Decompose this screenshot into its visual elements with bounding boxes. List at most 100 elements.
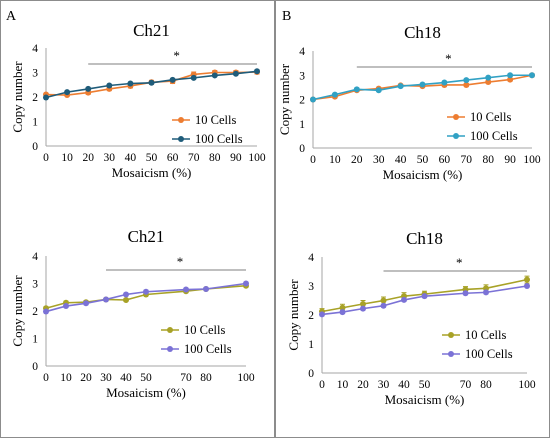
x-tick-label: 0 xyxy=(43,152,49,164)
x-tick-label: 40 xyxy=(395,154,407,166)
data-point xyxy=(103,296,109,303)
series-100-cells xyxy=(319,283,530,318)
y-tick-label: 4 xyxy=(32,251,38,263)
data-point xyxy=(64,89,71,96)
y-tick-label: 0 xyxy=(32,361,38,373)
significance-star: * xyxy=(177,254,184,269)
legend-label: 100 Cells xyxy=(465,347,513,361)
x-tick-label: 70 xyxy=(460,379,472,391)
data-point xyxy=(190,74,197,81)
data-point xyxy=(211,72,218,79)
data-point xyxy=(243,280,249,287)
data-point xyxy=(507,72,514,79)
x-tick-label: 0 xyxy=(310,154,316,166)
x-tick-label: 50 xyxy=(140,372,152,384)
legend-swatch-marker xyxy=(448,332,454,338)
x-tick-label: 70 xyxy=(461,154,473,166)
y-axis-title: Copy number xyxy=(10,275,25,347)
legend-swatch-marker xyxy=(167,346,173,352)
legend-label: 100 Cells xyxy=(184,342,232,356)
data-point xyxy=(463,81,470,88)
x-tick-label: 10 xyxy=(61,152,73,164)
x-axis-title: Mosaicism (%) xyxy=(383,167,463,182)
data-point xyxy=(339,304,346,311)
y-tick-label: 2 xyxy=(299,95,305,107)
x-tick-label: 10 xyxy=(60,372,72,384)
y-tick-label: 0 xyxy=(299,143,305,155)
x-tick-label: 80 xyxy=(480,379,492,391)
x-tick-label: 0 xyxy=(319,379,325,391)
data-point xyxy=(83,300,89,307)
x-tick-label: 90 xyxy=(230,152,242,164)
data-point xyxy=(169,76,176,83)
y-tick-label: 1 xyxy=(32,117,38,129)
data-point xyxy=(485,79,492,86)
data-point xyxy=(183,286,189,293)
series-line xyxy=(45,282,247,313)
x-axis-title: Mosaicism (%) xyxy=(112,165,192,180)
data-point xyxy=(232,70,239,77)
x-tick-label: 10 xyxy=(337,379,349,391)
x-tick-label: 100 xyxy=(237,372,255,384)
y-tick-label: 1 xyxy=(299,119,305,131)
data-point xyxy=(319,311,325,318)
legend-label: 10 Cells xyxy=(195,113,236,127)
x-tick-label: 30 xyxy=(104,152,116,164)
legend-label: 100 Cells xyxy=(470,129,518,143)
x-tick-label: 60 xyxy=(167,152,179,164)
chart-title: Ch21 xyxy=(128,227,165,246)
significance-star: * xyxy=(445,51,452,66)
x-tick-label: 30 xyxy=(373,154,385,166)
data-point xyxy=(380,302,387,309)
data-point xyxy=(463,77,470,84)
data-point xyxy=(353,86,360,93)
data-point xyxy=(360,305,366,312)
data-point xyxy=(485,74,492,81)
y-axis-title: Copy number xyxy=(277,63,292,135)
data-point xyxy=(360,300,366,307)
x-tick-label: 20 xyxy=(357,379,369,391)
x-tick-label: 40 xyxy=(125,152,137,164)
x-axis-title: Mosaicism (%) xyxy=(385,392,465,407)
data-point xyxy=(462,290,469,297)
x-tick-label: 80 xyxy=(482,154,494,166)
legend-label: 10 Cells xyxy=(470,110,511,124)
y-tick-label: 0 xyxy=(32,141,38,153)
series-line xyxy=(321,285,528,316)
data-point xyxy=(85,85,92,92)
data-point xyxy=(419,81,426,88)
x-tick-label: 30 xyxy=(100,372,112,384)
chart-title: Ch18 xyxy=(404,23,441,42)
series-100-cells xyxy=(43,280,249,315)
y-tick-label: 2 xyxy=(308,310,314,322)
x-tick-label: 100 xyxy=(523,154,541,166)
y-tick-label: 3 xyxy=(32,279,38,291)
y-tick-label: 2 xyxy=(32,92,38,104)
y-tick-label: 0 xyxy=(308,368,314,380)
data-point xyxy=(43,94,49,101)
data-point xyxy=(123,297,129,303)
x-tick-label: 20 xyxy=(351,154,363,166)
legend-label: 100 Cells xyxy=(195,132,243,146)
panel-label-b: B xyxy=(282,9,291,24)
data-point xyxy=(524,283,530,289)
x-tick-label: 20 xyxy=(82,152,94,164)
x-tick-label: 40 xyxy=(398,379,410,391)
y-tick-label: 2 xyxy=(32,306,38,318)
y-tick-label: 4 xyxy=(299,46,305,58)
data-point xyxy=(310,96,316,103)
chart-title: Ch21 xyxy=(133,21,170,40)
x-tick-label: 30 xyxy=(378,379,390,391)
series-100-cells xyxy=(310,72,535,103)
data-point xyxy=(441,79,448,86)
x-tick-label: 80 xyxy=(209,152,221,164)
y-axis-title: Copy number xyxy=(10,61,25,133)
data-point xyxy=(143,288,149,295)
x-tick-label: 50 xyxy=(417,154,429,166)
x-tick-label: 10 xyxy=(329,154,341,166)
x-tick-label: 100 xyxy=(518,379,536,391)
